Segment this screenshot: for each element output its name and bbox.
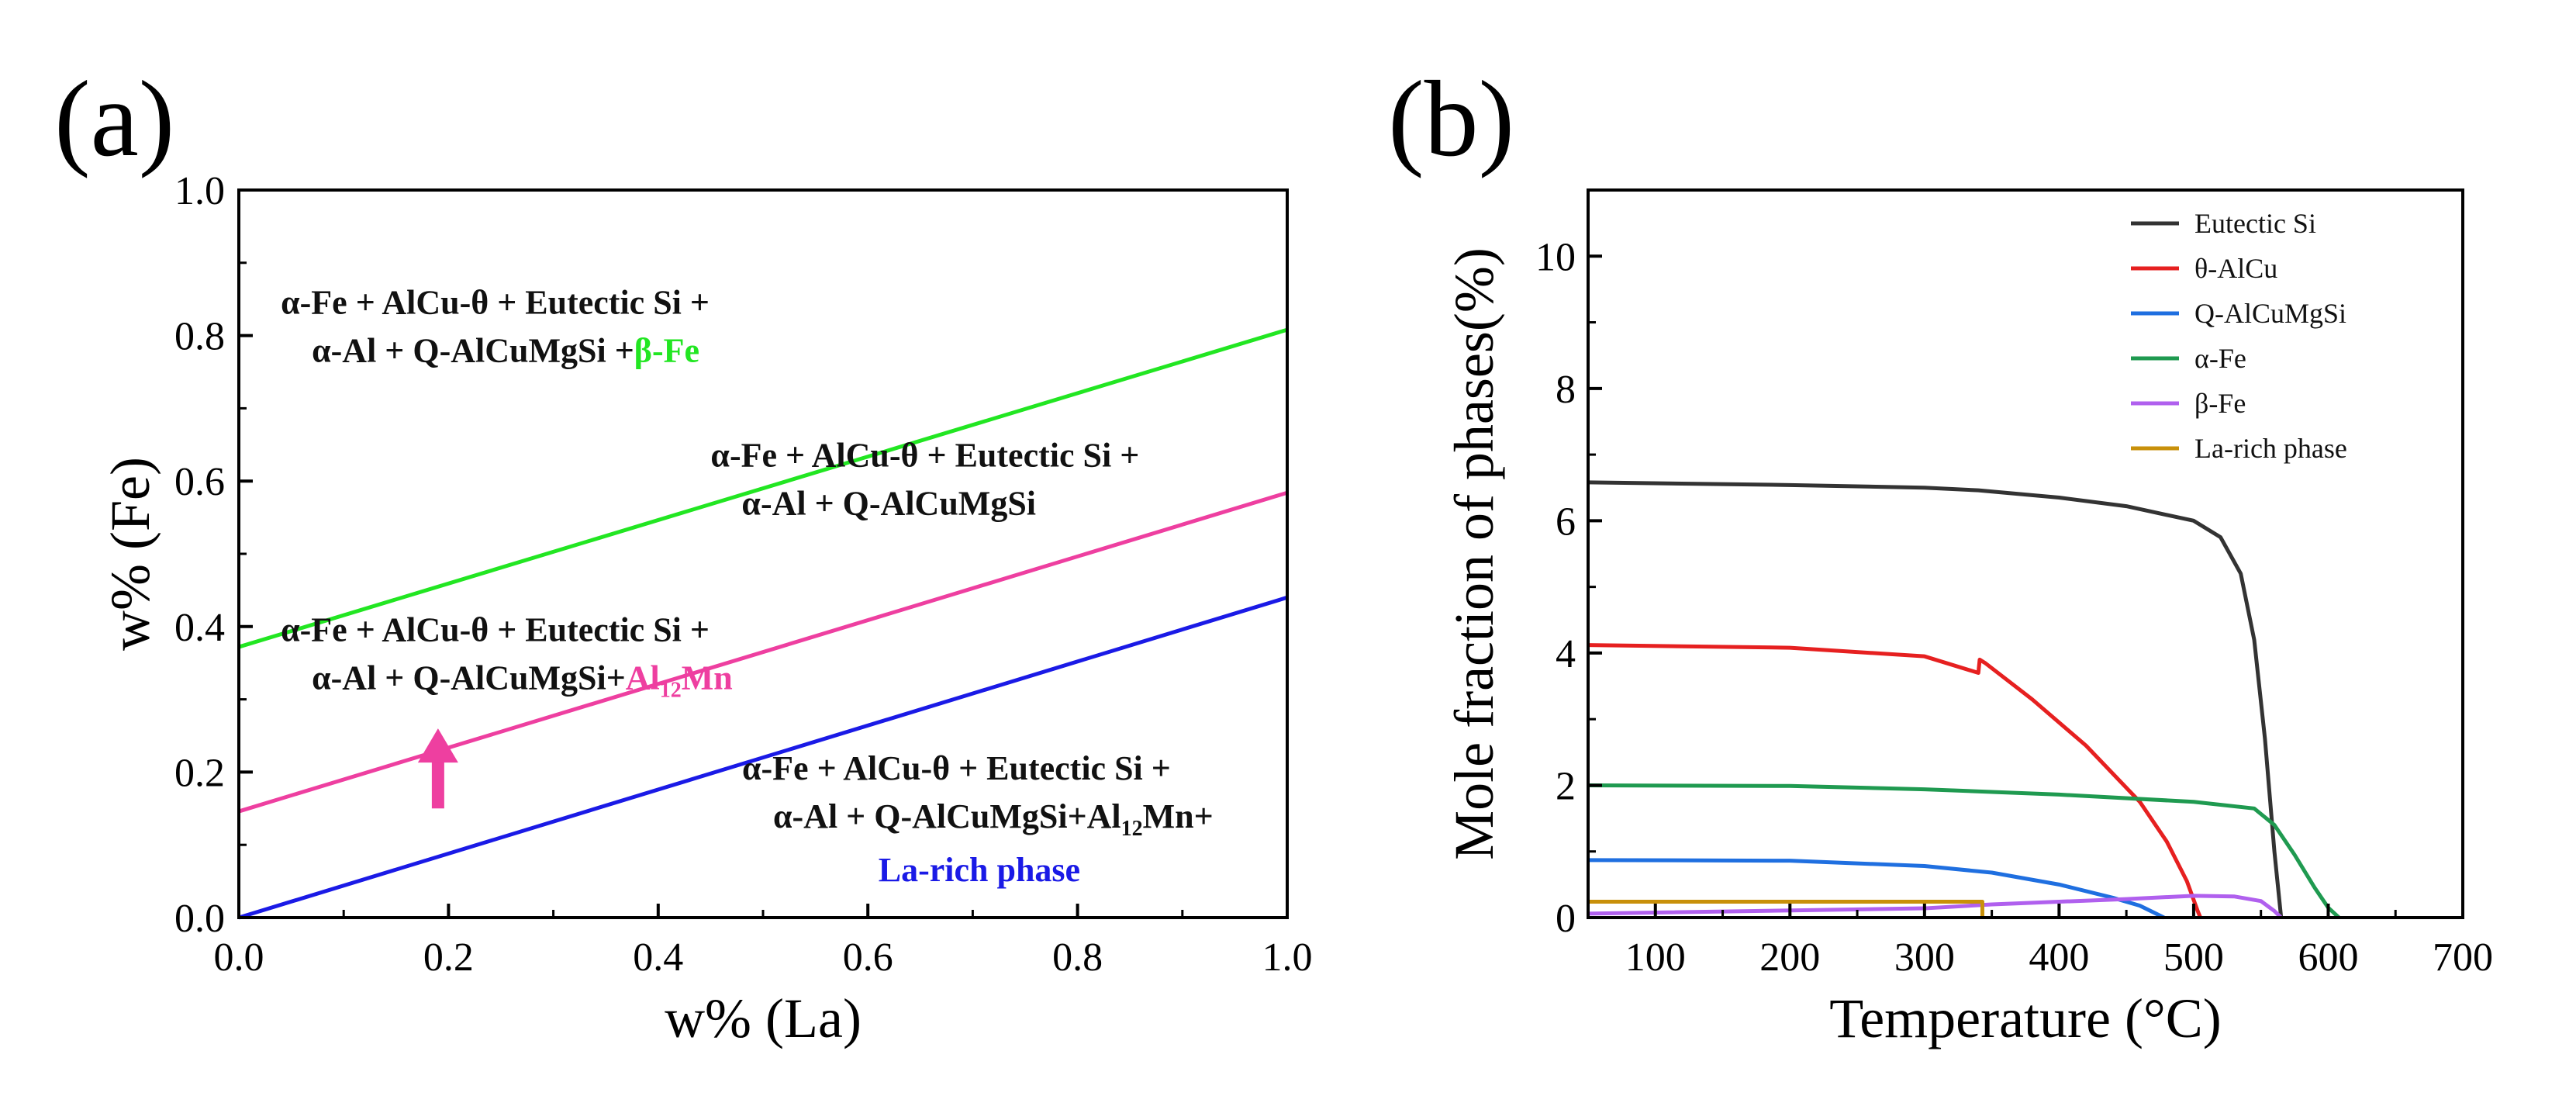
chart-b-legend-label: α-Fe bbox=[2194, 343, 2246, 374]
chart-a-annotation-1-line-1: α-Fe + AlCu-θ + Eutectic Si + bbox=[710, 436, 1139, 474]
chart-a-y-label: w% (Fe) bbox=[99, 457, 161, 651]
chart-a-x-tick-label: 0.6 bbox=[843, 935, 893, 980]
chart-a-x-tick-label: 0.2 bbox=[423, 935, 474, 980]
chart-a: (a) α-Fe + AlCu-θ + Eutectic Si + α-Al + … bbox=[54, 59, 1313, 1049]
chart-a-line-2 bbox=[238, 595, 1288, 920]
chart-a-x-label: w% (La) bbox=[665, 987, 862, 1049]
chart-a-line-0 bbox=[238, 327, 1288, 649]
chart-b-series-1 bbox=[1587, 643, 2202, 918]
chart-a-annotation-4: La-rich phase bbox=[879, 851, 1080, 889]
chart-b-x-ticks: 100 200 300 400 500 600 700 bbox=[1625, 904, 2493, 980]
chart-b-series-2 bbox=[1587, 858, 2165, 920]
chart-a-y-tick-label: 0.0 bbox=[174, 897, 225, 941]
chart-b-legend-label: Q-AlCuMgSi bbox=[2194, 298, 2346, 329]
chart-b-x-tick-label: 700 bbox=[2433, 935, 2493, 980]
chart-a-y-tick-label: 0.2 bbox=[174, 751, 225, 795]
chart-a-series bbox=[238, 327, 1288, 920]
chart-a-annotation-1-line-2: α-Al + Q-AlCuMgSi bbox=[741, 484, 1036, 522]
chart-a-arrow-head bbox=[417, 728, 458, 763]
chart-a-x-tick-label: 0.8 bbox=[1052, 935, 1103, 980]
chart-a-annotation-3-line-2: α-Al + Q-AlCuMgSi+Al12Mn+ bbox=[773, 797, 1214, 841]
chart-b-y-ticks: 0 2 4 6 8 10 bbox=[1535, 235, 1602, 941]
chart-b-x-tick-label: 200 bbox=[1759, 935, 1820, 980]
chart-b-y-label: Mole fraction of phases(%) bbox=[1443, 247, 1505, 860]
chart-a-annotation-0-line-2: α-Al + Q-AlCuMgSi +β-Fe bbox=[312, 331, 699, 369]
chart-a-y-ticks: 0.0 0.2 0.4 0.6 0.8 1.0 bbox=[174, 169, 253, 941]
chart-b-series-3 bbox=[1587, 783, 2341, 919]
chart-b-series bbox=[1587, 480, 2341, 920]
chart-a-line-1 bbox=[238, 490, 1288, 814]
chart-b-legend-label: La-rich phase bbox=[2194, 433, 2347, 464]
chart-b-y-tick-label: 2 bbox=[1556, 764, 1576, 808]
chart-b-x-tick-label: 300 bbox=[1894, 935, 1955, 980]
chart-b-series-5 bbox=[1588, 900, 1984, 918]
chart-a-annotation-4-text: La-rich phase bbox=[879, 851, 1080, 889]
chart-a-annotation-3: α-Fe + AlCu-θ + Eutectic Si + α-Al + Q-Al… bbox=[742, 749, 1214, 841]
chart-b-y-tick-label: 10 bbox=[1535, 235, 1576, 279]
chart-b-series-4 bbox=[1587, 894, 2283, 919]
chart-a-y-tick-label: 0.8 bbox=[174, 315, 225, 359]
chart-b-x-label: Temperature (°C) bbox=[1829, 987, 2222, 1049]
chart-a-annotation-2: α-Fe + AlCu-θ + Eutectic Si + α-Al + Q-Al… bbox=[281, 611, 733, 703]
chart-b-y-tick-label: 4 bbox=[1556, 632, 1576, 676]
chart-a-annotation-0: α-Fe + AlCu-θ + Eutectic Si + α-Al + Q-Al… bbox=[281, 283, 710, 369]
chart-a-y-tick-label: 0.6 bbox=[174, 460, 225, 504]
chart-b-legend-label: Eutectic Si bbox=[2194, 208, 2316, 239]
chart-b-x-tick-label: 500 bbox=[2163, 935, 2224, 980]
chart-a-y-tick-label: 1.0 bbox=[174, 169, 225, 213]
chart-b: (b) 100 200 300 400 500 600 700 0 2 4 6 8 10 Eutect… bbox=[1388, 59, 2493, 1049]
chart-b-legend-label: β-Fe bbox=[2194, 388, 2246, 419]
chart-b-x-tick-label: 100 bbox=[1625, 935, 1686, 980]
chart-a-annotation-2-line-1: α-Fe + AlCu-θ + Eutectic Si + bbox=[281, 611, 710, 649]
chart-b-legend-label: θ-AlCu bbox=[2194, 253, 2277, 284]
chart-a-annotation-3-line-1: α-Fe + AlCu-θ + Eutectic Si + bbox=[742, 749, 1171, 787]
chart-a-annotations: α-Fe + AlCu-θ + Eutectic Si + α-Al + Q-Al… bbox=[281, 283, 1214, 889]
panel-label-a: (a) bbox=[54, 59, 174, 179]
chart-b-x-tick-label: 400 bbox=[2029, 935, 2089, 980]
chart-b-frame bbox=[1587, 188, 2464, 919]
chart-a-annotation-0-line-1: α-Fe + AlCu-θ + Eutectic Si + bbox=[281, 283, 710, 321]
chart-a-x-tick-label: 1.0 bbox=[1262, 935, 1313, 980]
chart-a-x-ticks: 0.0 0.2 0.4 0.6 0.8 1.0 bbox=[214, 904, 1313, 980]
panel-label-b: (b) bbox=[1388, 59, 1514, 179]
chart-a-annotation-1: α-Fe + AlCu-θ + Eutectic Si + α-Al + Q-Al… bbox=[710, 436, 1139, 522]
chart-b-y-tick-label: 6 bbox=[1556, 500, 1576, 544]
chart-b-y-tick-label: 0 bbox=[1556, 897, 1576, 941]
chart-b-x-tick-label: 600 bbox=[2298, 935, 2358, 980]
chart-b-legend: Eutectic Si θ-AlCu Q-AlCuMgSi α-Fe β-Fe La-ri… bbox=[2131, 208, 2347, 464]
chart-b-y-tick-label: 8 bbox=[1556, 368, 1576, 412]
chart-a-annotation-2-line-2: α-Al + Q-AlCuMgSi+Al12Mn bbox=[312, 659, 733, 703]
chart-a-y-tick-label: 0.4 bbox=[174, 606, 225, 650]
chart-b-series-0 bbox=[1587, 480, 2284, 918]
chart-a-x-tick-label: 0.0 bbox=[214, 935, 264, 980]
chart-a-x-tick-label: 0.4 bbox=[633, 935, 683, 980]
